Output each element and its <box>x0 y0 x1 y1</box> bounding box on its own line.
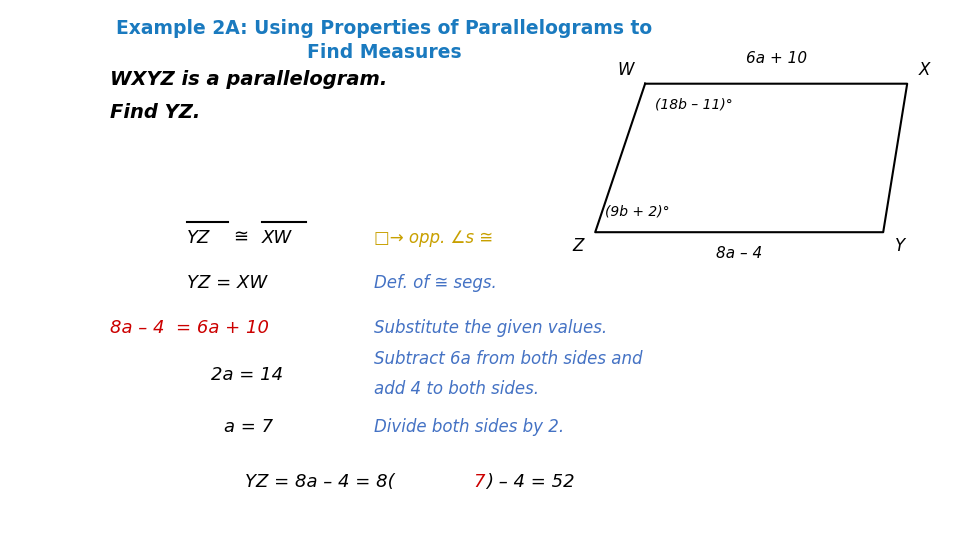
Text: Z: Z <box>572 237 584 254</box>
Text: YZ = XW: YZ = XW <box>187 274 267 293</box>
Text: ≅: ≅ <box>233 228 249 247</box>
Text: Substitute the given values.: Substitute the given values. <box>374 319 608 337</box>
Text: □→ opp. ∠s ≅: □→ opp. ∠s ≅ <box>374 228 493 247</box>
Text: ) – 4 = 52: ) – 4 = 52 <box>486 472 574 491</box>
Text: XW: XW <box>262 228 292 247</box>
Text: Find Measures: Find Measures <box>306 43 462 62</box>
Text: Divide both sides by 2.: Divide both sides by 2. <box>374 417 564 436</box>
Text: YZ: YZ <box>187 228 210 247</box>
Text: 6a + 10: 6a + 10 <box>746 51 806 66</box>
Text: W: W <box>617 62 634 79</box>
Text: Find YZ.: Find YZ. <box>110 103 201 122</box>
Text: (9b + 2)°: (9b + 2)° <box>605 205 669 219</box>
Text: Def. of ≅ segs.: Def. of ≅ segs. <box>374 274 497 293</box>
Text: Y: Y <box>895 237 905 254</box>
Text: WXYZ is a parallelogram.: WXYZ is a parallelogram. <box>110 70 388 89</box>
Text: X: X <box>919 62 930 79</box>
Text: Subtract 6a from both sides and: Subtract 6a from both sides and <box>374 350 643 368</box>
Text: add 4 to both sides.: add 4 to both sides. <box>374 380 540 398</box>
Text: (18b – 11)°: (18b – 11)° <box>655 97 732 111</box>
Text: a = 7: a = 7 <box>224 417 273 436</box>
Text: 8a – 4  = 6a + 10: 8a – 4 = 6a + 10 <box>110 319 270 337</box>
Text: 8a – 4: 8a – 4 <box>716 246 762 261</box>
Text: Example 2A: Using Properties of Parallelograms to: Example 2A: Using Properties of Parallel… <box>116 19 652 38</box>
Text: YZ = 8a – 4 = 8(: YZ = 8a – 4 = 8( <box>245 472 395 491</box>
Text: 7: 7 <box>473 472 485 491</box>
Text: 2a = 14: 2a = 14 <box>211 366 283 384</box>
